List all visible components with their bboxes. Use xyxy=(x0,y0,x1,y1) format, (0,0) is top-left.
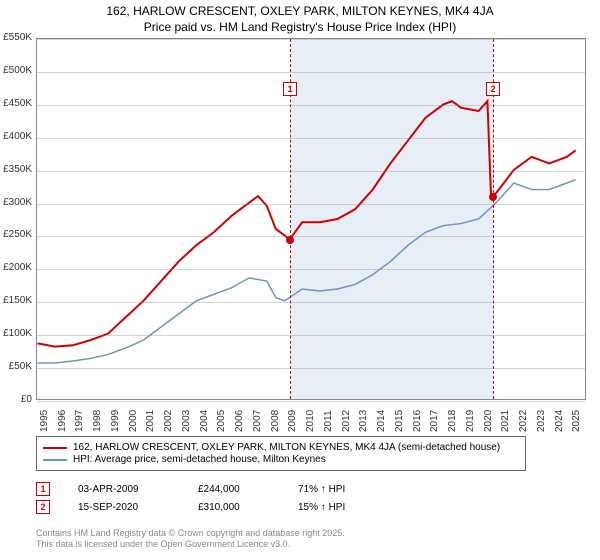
x-tick-label: 2024 xyxy=(554,410,565,432)
x-tick-label: 2014 xyxy=(376,410,387,432)
x-tick-label: 2004 xyxy=(199,410,210,432)
y-gridline xyxy=(37,401,585,402)
legend-item: HPI: Average price, semi-detached house,… xyxy=(43,454,519,465)
x-tick-label: 2022 xyxy=(518,410,529,432)
event-date: 15-SEP-2020 xyxy=(78,502,198,513)
x-tick-label: 2021 xyxy=(500,410,511,432)
x-tick-label: 2013 xyxy=(358,410,369,432)
x-tick-label: 2016 xyxy=(412,410,423,432)
x-tick-label: 2009 xyxy=(287,410,298,432)
event-price: £310,000 xyxy=(198,502,298,513)
x-tick-label: 2001 xyxy=(145,410,156,432)
footer-line-1: Contains HM Land Registry data © Crown c… xyxy=(36,528,345,539)
x-tick-label: 1995 xyxy=(39,410,50,432)
y-gridline xyxy=(37,302,585,303)
x-tick-label: 2019 xyxy=(465,410,476,432)
x-tick-label: 2020 xyxy=(483,410,494,432)
y-gridline xyxy=(37,368,585,369)
legend-label: HPI: Average price, semi-detached house,… xyxy=(73,454,326,465)
event-dot-2 xyxy=(489,193,497,201)
legend-label: 162, HARLOW CRESCENT, OXLEY PARK, MILTON… xyxy=(73,442,500,453)
y-tick-label: £150K xyxy=(0,295,32,306)
x-tick-label: 2000 xyxy=(128,410,139,432)
x-tick-label: 2003 xyxy=(181,410,192,432)
event-table-marker: 2 xyxy=(36,500,50,514)
y-tick-label: £50K xyxy=(0,361,32,372)
y-tick-label: £500K xyxy=(0,65,32,76)
event-marker-1: 1 xyxy=(283,82,297,96)
y-tick-label: £350K xyxy=(0,164,32,175)
x-tick-label: 2002 xyxy=(163,410,174,432)
y-gridline xyxy=(37,204,585,205)
title-line-1: 162, HARLOW CRESCENT, OXLEY PARK, MILTON… xyxy=(0,4,600,20)
y-gridline xyxy=(37,236,585,237)
y-gridline xyxy=(37,39,585,40)
y-tick-label: £450K xyxy=(0,98,32,109)
y-gridline xyxy=(37,335,585,336)
y-gridline xyxy=(37,171,585,172)
x-tick-label: 2008 xyxy=(270,410,281,432)
event-table-marker: 1 xyxy=(36,482,50,496)
x-tick-label: 1999 xyxy=(110,410,121,432)
footer-line-2: This data is licensed under the Open Gov… xyxy=(36,539,345,550)
y-tick-label: £0 xyxy=(0,394,32,405)
x-tick-label: 2010 xyxy=(305,410,316,432)
chart-lines xyxy=(37,39,585,399)
event-table-row: 2 15-SEP-2020£310,00015% ↑ HPI xyxy=(36,498,398,516)
y-tick-label: £300K xyxy=(0,197,32,208)
x-tick-label: 2018 xyxy=(447,410,458,432)
x-tick-label: 2007 xyxy=(252,410,263,432)
event-table: 1 03-APR-2009£244,00071% ↑ HPI 2 15-SEP-202… xyxy=(36,480,398,516)
y-gridline xyxy=(37,138,585,139)
x-tick-label: 1997 xyxy=(74,410,85,432)
y-gridline xyxy=(37,72,585,73)
event-table-row: 1 03-APR-2009£244,00071% ↑ HPI xyxy=(36,480,398,498)
legend-item: 162, HARLOW CRESCENT, OXLEY PARK, MILTON… xyxy=(43,442,519,453)
y-gridline xyxy=(37,105,585,106)
x-tick-label: 1996 xyxy=(57,410,68,432)
legend-swatch xyxy=(43,459,67,461)
chart-title: 162, HARLOW CRESCENT, OXLEY PARK, MILTON… xyxy=(0,4,600,35)
legend: 162, HARLOW CRESCENT, OXLEY PARK, MILTON… xyxy=(36,436,526,471)
event-pct: 71% ↑ HPI xyxy=(298,484,398,495)
title-line-2: Price paid vs. HM Land Registry's House … xyxy=(0,20,600,36)
x-tick-label: 2006 xyxy=(234,410,245,432)
plot-area: 12 xyxy=(36,38,586,400)
x-tick-label: 2015 xyxy=(394,410,405,432)
footer-attribution: Contains HM Land Registry data © Crown c… xyxy=(36,528,345,550)
y-tick-label: £250K xyxy=(0,229,32,240)
event-marker-2: 2 xyxy=(486,82,500,96)
x-tick-label: 2017 xyxy=(429,410,440,432)
event-dot-1 xyxy=(286,236,294,244)
x-tick-label: 1998 xyxy=(92,410,103,432)
event-price: £244,000 xyxy=(198,484,298,495)
y-tick-label: £100K xyxy=(0,328,32,339)
y-tick-label: £200K xyxy=(0,262,32,273)
x-tick-label: 2023 xyxy=(536,410,547,432)
y-tick-label: £550K xyxy=(0,32,32,43)
legend-swatch xyxy=(43,447,67,449)
y-gridline xyxy=(37,269,585,270)
y-tick-label: £400K xyxy=(0,131,32,142)
x-tick-label: 2011 xyxy=(323,410,334,432)
x-tick-label: 2025 xyxy=(571,410,582,432)
event-pct: 15% ↑ HPI xyxy=(298,502,398,513)
x-tick-label: 2005 xyxy=(216,410,227,432)
event-date: 03-APR-2009 xyxy=(78,484,198,495)
x-tick-label: 2012 xyxy=(341,410,352,432)
